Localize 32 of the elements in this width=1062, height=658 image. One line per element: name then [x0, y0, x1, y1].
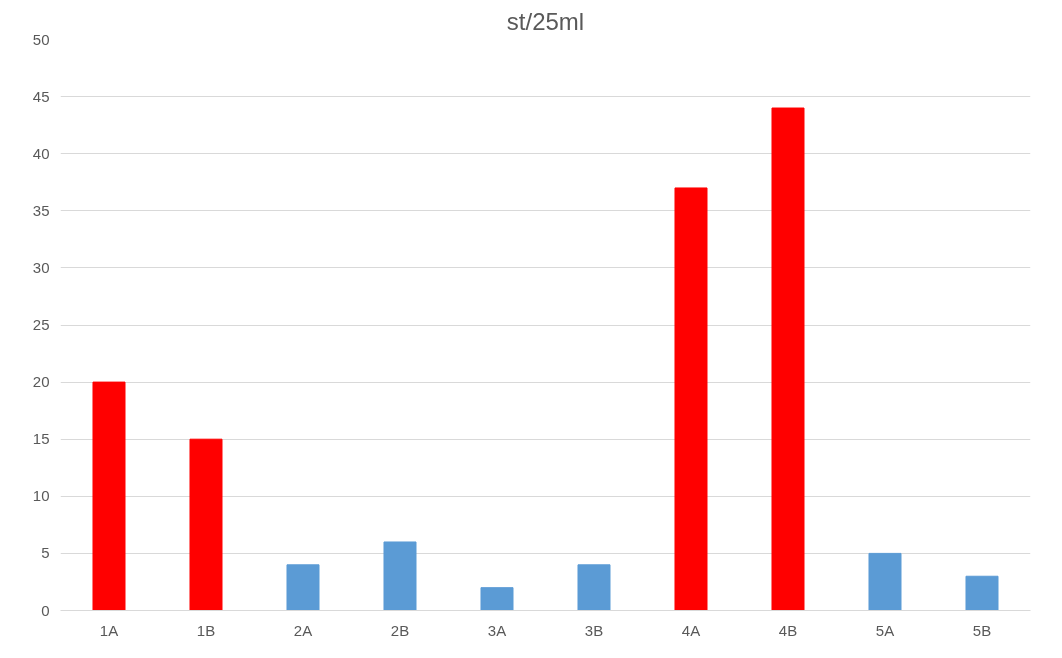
bar [480, 587, 514, 611]
x-tick-label: 3B [584, 621, 604, 639]
bar [674, 187, 708, 611]
y-tick-label: 15 [32, 430, 50, 448]
bar [286, 564, 320, 611]
y-tick-label: 5 [41, 544, 50, 562]
bar [92, 381, 126, 611]
x-tick-label: 3A [487, 621, 507, 639]
x-tick-label: 4A [681, 621, 701, 639]
y-tick-label: 10 [32, 487, 50, 505]
x-tick-label: 1B [196, 621, 216, 639]
bar [383, 541, 417, 611]
y-tick-label: 20 [32, 373, 50, 391]
y-tick-label: 35 [32, 201, 50, 219]
x-tick-label: 5B [972, 621, 992, 639]
x-tick-label: 5A [875, 621, 895, 639]
x-tick-label: 2A [293, 621, 313, 639]
y-tick-label: 0 [41, 601, 50, 619]
x-tick-label: 2B [390, 621, 410, 639]
y-tick-label: 25 [32, 316, 50, 333]
bar [771, 107, 805, 611]
y-tick-label: 45 [32, 87, 50, 105]
y-tick-label: 30 [32, 258, 50, 276]
chart-title: st/25ml [506, 7, 585, 35]
x-tick-label: 1A [99, 621, 119, 639]
y-tick-label: 50 [32, 30, 50, 48]
x-tick-label: 4B [778, 621, 798, 639]
bar [965, 575, 999, 611]
bar [577, 564, 611, 611]
y-tick-label: 40 [32, 144, 50, 162]
bar [868, 552, 902, 611]
bar [189, 438, 223, 611]
